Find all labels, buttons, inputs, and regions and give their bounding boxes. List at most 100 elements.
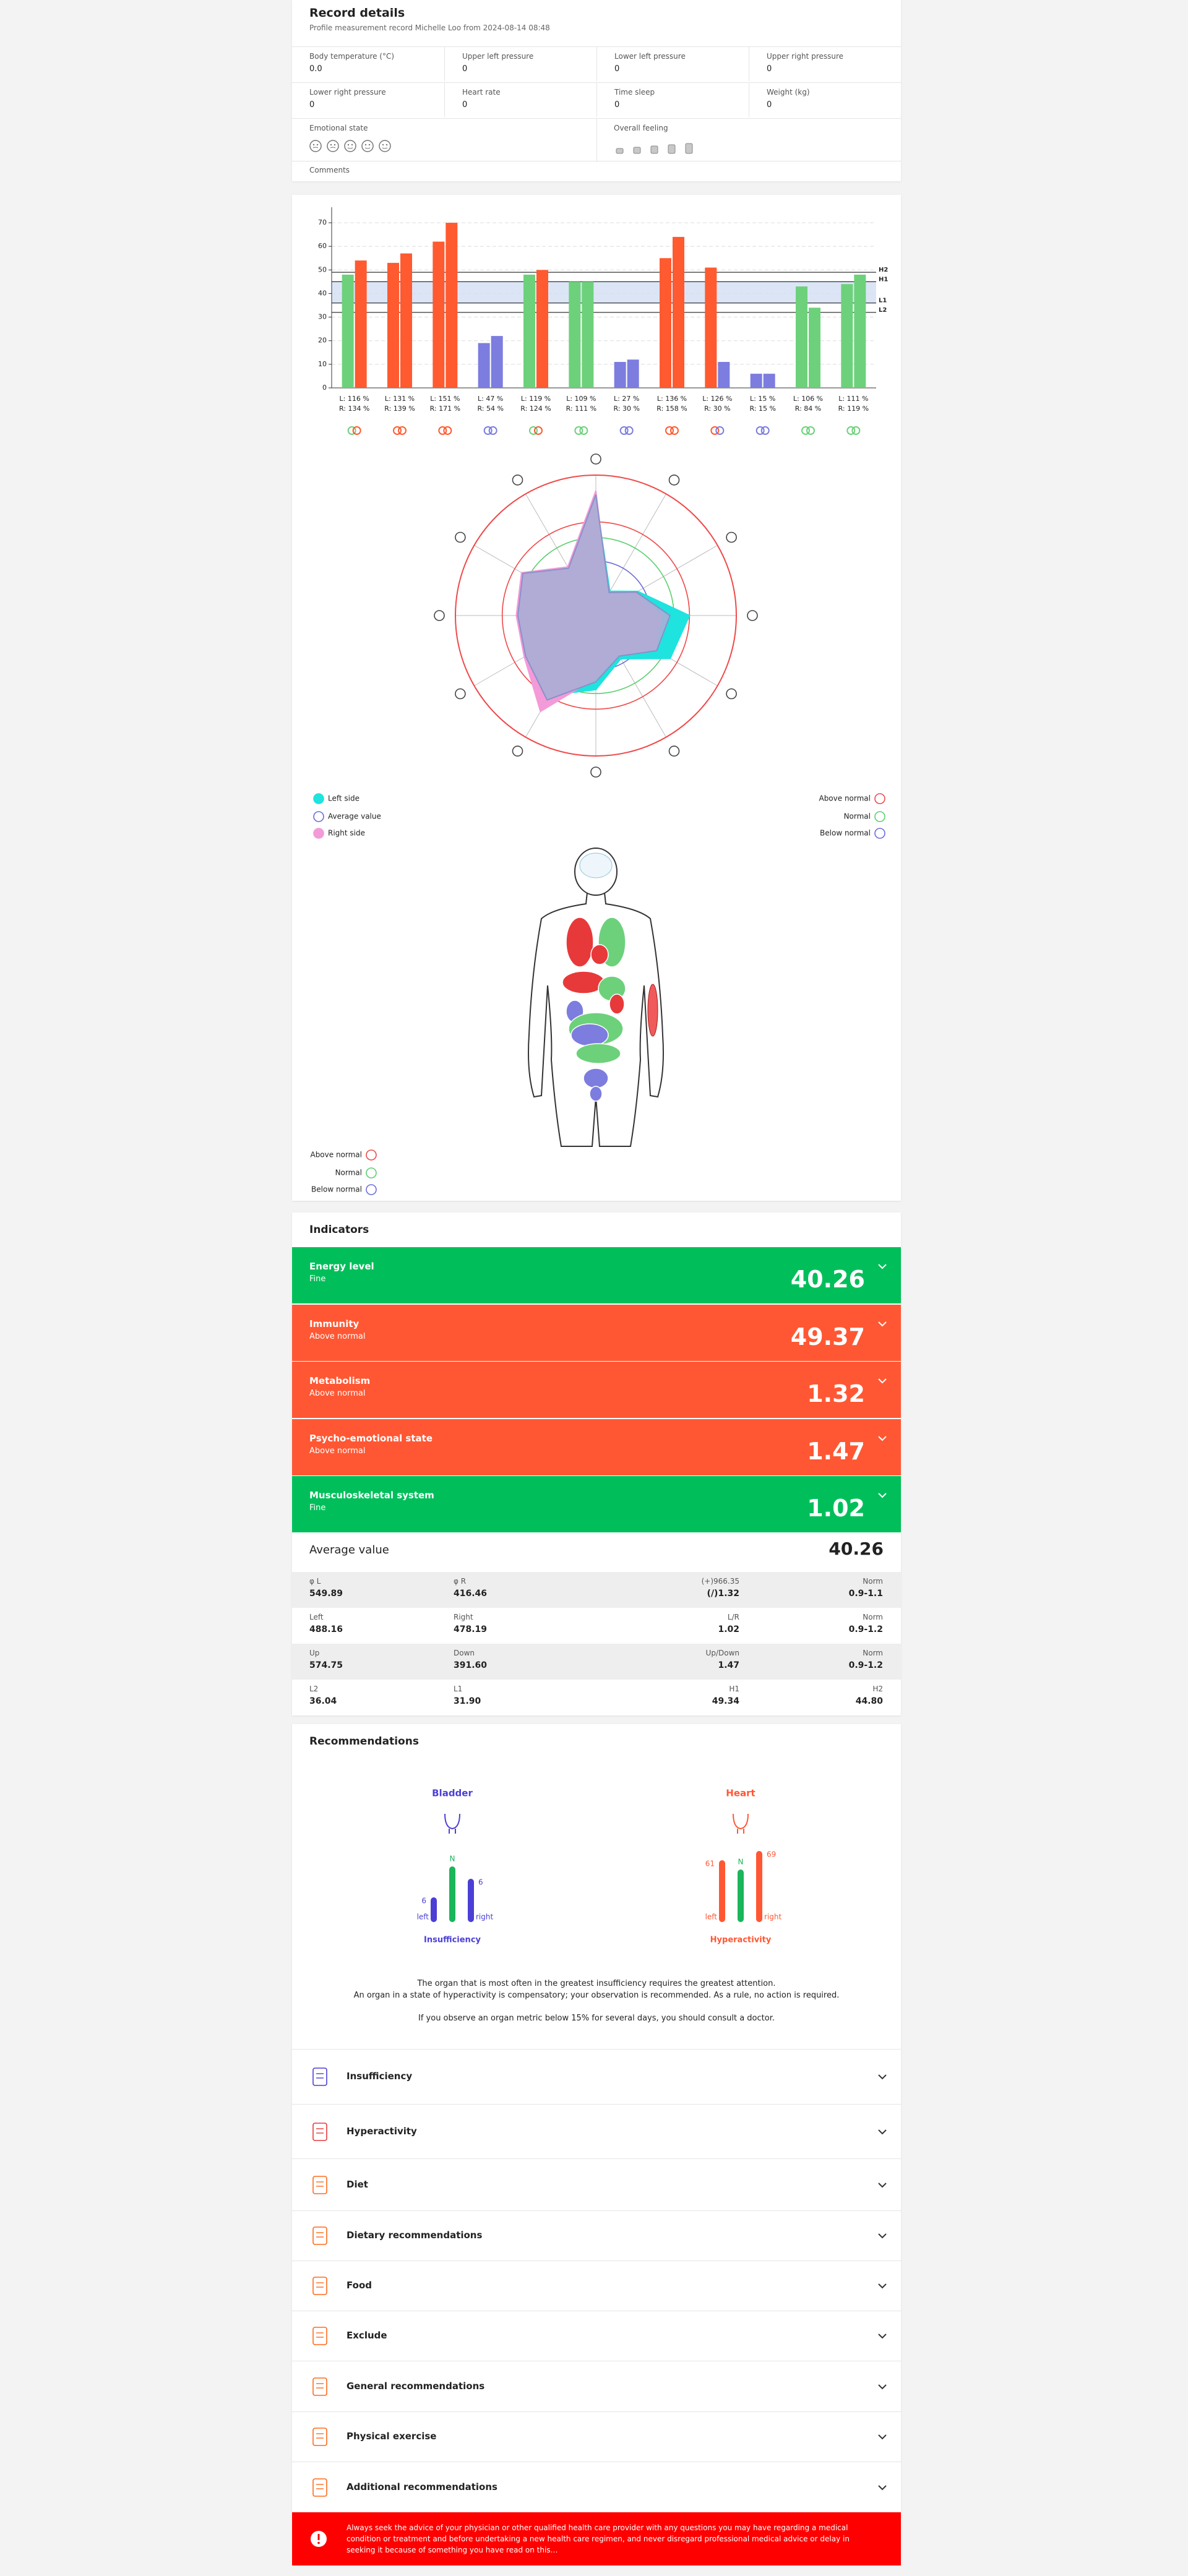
organ-icon <box>393 426 407 435</box>
legend-swatch <box>313 793 324 804</box>
accordion-item[interactable]: Insufficiency <box>292 2049 901 2104</box>
section-title: Exclude <box>346 2330 387 2342</box>
section-icon-shape <box>312 2327 327 2346</box>
radar-axis-icon <box>455 531 466 543</box>
chevron[interactable] <box>877 2233 887 2239</box>
chevron[interactable] <box>877 2333 887 2339</box>
organ-icon <box>619 426 634 435</box>
left-caption: left <box>705 1913 718 1921</box>
right-value: 69 <box>767 1850 776 1859</box>
indicator-row[interactable]: Immunity Above normal 49.37 <box>292 1304 901 1361</box>
section-icon <box>312 2067 327 2087</box>
accordion-item[interactable]: Additional recommendations <box>292 2462 901 2512</box>
indicator-name: Immunity <box>309 1318 359 1329</box>
organ-icon-part <box>488 426 497 435</box>
face-eye <box>330 144 332 146</box>
chevron <box>878 1378 887 1384</box>
feeling-level[interactable] <box>616 148 624 154</box>
chevron-line <box>878 1493 887 1498</box>
indicator-name: Energy level <box>309 1261 374 1272</box>
indicator-row[interactable]: Musculoskeletal system Fine 1.02 <box>292 1476 901 1532</box>
accordion-item[interactable]: Exclude <box>292 2310 901 2361</box>
section-icon-shape <box>312 2175 327 2194</box>
field-cell: Upper left pressure 0 <box>444 46 596 81</box>
emotion-face[interactable] <box>361 140 374 152</box>
emotion-face[interactable] <box>344 140 356 152</box>
normal-label: N <box>738 1858 744 1866</box>
chevron[interactable] <box>877 2182 887 2188</box>
bladder <box>583 1068 609 1089</box>
accordion-item[interactable]: Dietary recommendations <box>292 2210 901 2260</box>
y-tick-label: 50 <box>318 265 327 273</box>
indicator-value: 1.02 <box>807 1495 865 1522</box>
chevron[interactable] <box>877 2074 887 2080</box>
section-icon <box>312 2377 327 2396</box>
left-label: L: 27 % <box>614 395 639 403</box>
small-intestine <box>575 1043 621 1064</box>
emotion-face[interactable] <box>379 140 391 152</box>
average-value: 40.26 <box>829 1539 884 1559</box>
section-title: Insufficiency <box>346 2071 413 2082</box>
organ-icon <box>755 426 770 435</box>
accordion-item[interactable]: General recommendations <box>292 2361 901 2411</box>
field-cell: Time sleep 0 <box>596 82 749 117</box>
indicator-name: Metabolism <box>309 1375 371 1386</box>
level-bar <box>738 1870 744 1922</box>
section-icon-shape <box>312 2067 327 2087</box>
section-title: Physical exercise <box>346 2431 437 2442</box>
cell-value: 0.9-1.2 <box>848 1660 883 1670</box>
accordion-item[interactable]: Food <box>292 2260 901 2311</box>
field-label: Weight (kg) <box>767 88 810 97</box>
emotion-face[interactable] <box>327 140 339 152</box>
organ-icon-part <box>619 426 629 435</box>
chevron[interactable] <box>877 2434 887 2440</box>
field-label: Upper right pressure <box>767 52 843 61</box>
arm-vessels <box>647 984 658 1037</box>
face-eye <box>312 144 315 146</box>
y-tick-label: 40 <box>318 289 327 297</box>
level-bar <box>468 1879 474 1922</box>
emotion-face[interactable] <box>309 140 322 152</box>
feeling-level[interactable] <box>668 144 676 154</box>
organ-icon <box>710 426 725 435</box>
accordion-item[interactable]: Diet <box>292 2158 901 2210</box>
chevron-line <box>878 2283 887 2289</box>
feeling-level[interactable] <box>650 145 658 154</box>
section-icon-shape <box>312 2122 327 2141</box>
chevron[interactable] <box>877 2384 887 2390</box>
legend-label: Above normal <box>819 794 871 803</box>
legend-swatch <box>366 1149 377 1161</box>
organ-icon-part <box>665 426 674 435</box>
feeling-level[interactable] <box>633 147 641 154</box>
indicator-row[interactable]: Psycho-emotional state Above normal 1.47 <box>292 1419 901 1475</box>
average-label: Average value <box>309 1543 389 1556</box>
left-value: 6 <box>421 1897 426 1905</box>
chevron[interactable] <box>877 2484 887 2491</box>
organ-icon <box>347 426 361 435</box>
left-label: L: 109 % <box>566 395 596 403</box>
indicator-row[interactable]: Energy level Fine 40.26 <box>292 1247 901 1303</box>
radar-axis-icon <box>668 474 680 486</box>
feeling-level[interactable] <box>685 143 693 154</box>
chevron[interactable] <box>877 2129 887 2135</box>
level-bar <box>449 1866 455 1922</box>
level-bar <box>431 1897 437 1922</box>
legend-label: Average value <box>328 812 381 821</box>
left-label: L: 116 % <box>340 395 369 403</box>
radar-axis-icon <box>747 610 758 621</box>
organ-state: Insufficiency <box>424 1936 481 1945</box>
field-value: 0 <box>767 100 772 109</box>
chevron[interactable] <box>877 2283 887 2289</box>
accordion-item[interactable]: Hyperactivity <box>292 2103 901 2158</box>
field-label: Lower right pressure <box>309 88 386 97</box>
section-icon <box>312 2478 327 2497</box>
accordion-item[interactable]: Physical exercise <box>292 2411 901 2462</box>
recommendations-card: Recommendations Bladder 6 N 6 left right Insuff… <box>292 1724 901 2512</box>
indicator-name: Psycho-emotional state <box>309 1432 433 1444</box>
chart-card: 0 10 20 30 40 50 60 70 H2 H1 L1 L2 L: 116 % R: 134 % L… <box>292 195 901 1201</box>
cell-value: 488.16 <box>309 1625 343 1634</box>
legend-label: Above normal <box>310 1151 362 1159</box>
indicator-row[interactable]: Metabolism Above normal 1.32 <box>292 1362 901 1418</box>
organ-icon-part <box>483 426 493 435</box>
cell-label: φ L <box>309 1577 321 1586</box>
